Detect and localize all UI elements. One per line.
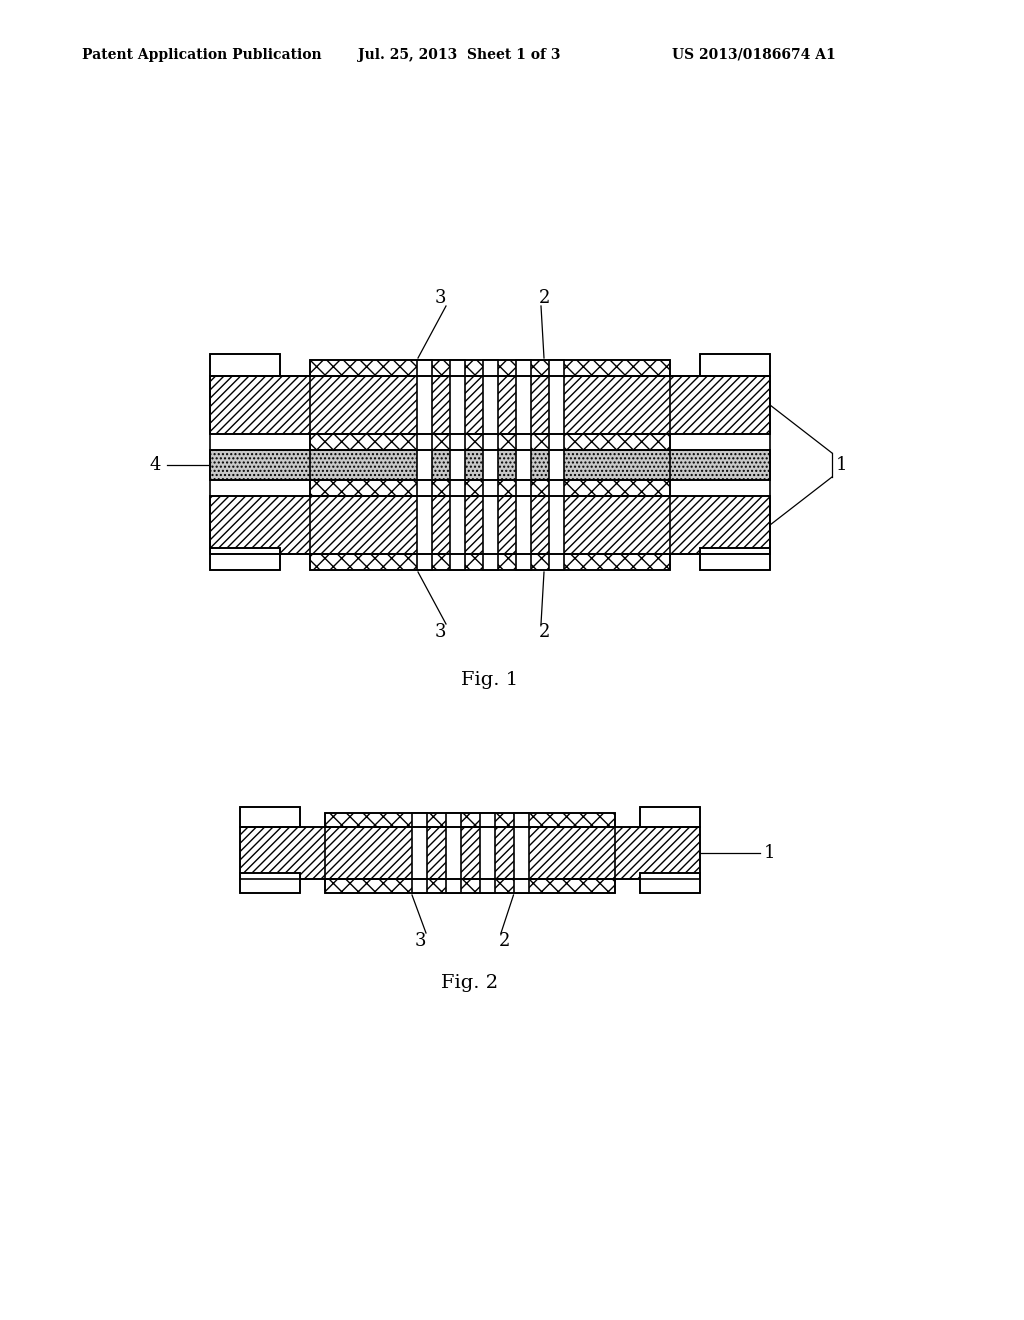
Bar [482, 360, 498, 570]
Bar [549, 360, 563, 570]
Text: Jul. 25, 2013  Sheet 1 of 3: Jul. 25, 2013 Sheet 1 of 3 [358, 48, 560, 62]
Bar [210, 354, 280, 376]
Bar [445, 813, 461, 894]
Bar [310, 554, 670, 570]
Bar [700, 354, 770, 376]
Bar [640, 873, 700, 894]
Bar [310, 480, 670, 496]
Text: 3: 3 [434, 623, 445, 642]
Text: 1: 1 [764, 843, 776, 862]
Bar [210, 548, 280, 570]
Text: Fig. 1: Fig. 1 [462, 671, 518, 689]
Text: US 2013/0186674 A1: US 2013/0186674 A1 [672, 48, 836, 62]
Bar [210, 376, 770, 434]
Text: 3: 3 [415, 932, 426, 950]
Bar [450, 360, 465, 570]
Bar [240, 807, 300, 828]
Bar [310, 360, 670, 570]
Bar [515, 360, 530, 570]
Bar [310, 360, 670, 376]
Bar [325, 813, 615, 828]
Text: 1: 1 [837, 455, 848, 474]
Bar [240, 828, 700, 879]
Text: 2: 2 [540, 289, 551, 308]
Bar [700, 548, 770, 570]
Bar [412, 813, 427, 894]
Bar [640, 807, 700, 828]
Text: 3: 3 [434, 289, 445, 308]
Bar [240, 828, 700, 879]
Bar [210, 496, 770, 554]
Bar [210, 548, 280, 570]
Bar [640, 807, 700, 828]
Bar [240, 807, 300, 828]
Text: 4: 4 [150, 455, 161, 474]
Bar [210, 354, 280, 376]
Bar [210, 376, 770, 554]
Text: Fig. 2: Fig. 2 [441, 974, 499, 993]
Bar [700, 354, 770, 376]
Bar [240, 873, 300, 894]
Bar [325, 813, 615, 894]
Text: Patent Application Publication: Patent Application Publication [82, 48, 322, 62]
Bar [210, 450, 770, 480]
Bar [325, 879, 615, 894]
Bar [479, 813, 495, 894]
Bar [210, 376, 770, 434]
Bar [210, 496, 770, 554]
Bar [640, 873, 700, 894]
Bar [700, 548, 770, 570]
Text: 2: 2 [500, 932, 511, 950]
Text: 2: 2 [540, 623, 551, 642]
Bar [210, 450, 770, 480]
Bar [417, 360, 431, 570]
Bar [240, 873, 300, 894]
Bar [310, 434, 670, 450]
Bar [513, 813, 528, 894]
